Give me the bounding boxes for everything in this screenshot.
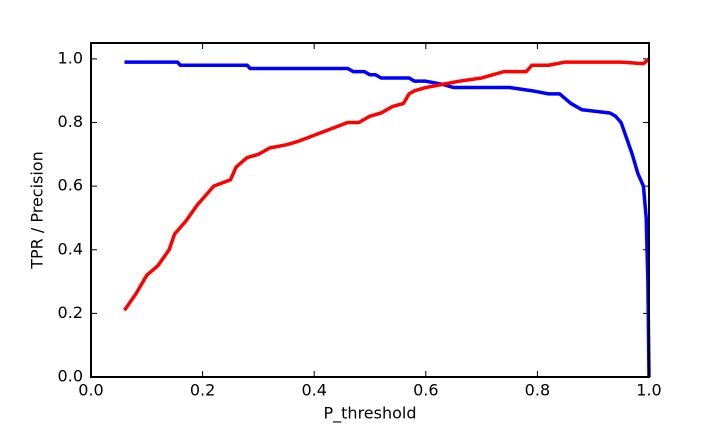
y-tick-label: 0.0 (58, 367, 83, 386)
y-axis-label: TPR / Precision (28, 151, 47, 270)
plot-area (91, 43, 649, 377)
y-tick-label: 0.4 (58, 239, 83, 258)
y-tick-label: 1.0 (58, 48, 83, 67)
y-tick-label: 0.2 (58, 303, 83, 322)
x-tick-label: 0.8 (525, 381, 550, 400)
series-line (124, 60, 651, 378)
plot-frame (90, 42, 650, 378)
x-tick-label: 0.6 (413, 381, 438, 400)
x-tick-label: 1.0 (636, 381, 661, 400)
y-tick-label: 0.8 (58, 112, 83, 131)
x-tick-label: 0.4 (301, 381, 326, 400)
y-tick-label: 0.6 (58, 176, 83, 195)
x-tick-label: 0.0 (78, 381, 103, 400)
x-tick-label: 0.2 (190, 381, 215, 400)
series-line (123, 57, 651, 312)
x-axis-label: P_threshold (324, 404, 417, 424)
